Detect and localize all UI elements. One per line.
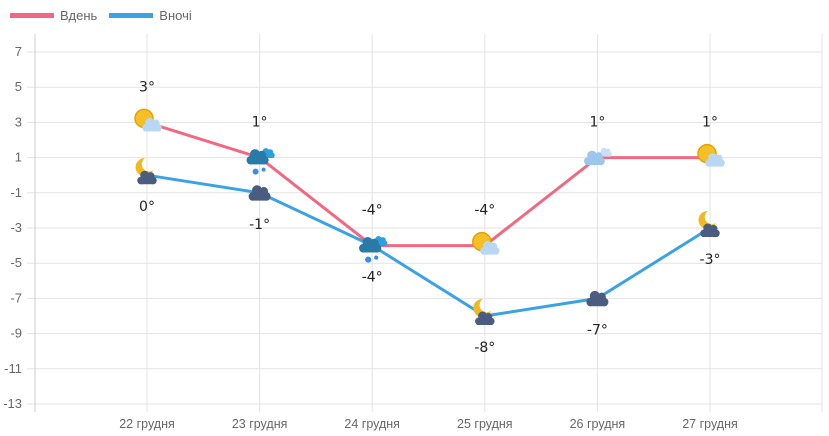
legend-item-night[interactable]: Вночі xyxy=(109,8,192,23)
cloud-part xyxy=(257,150,267,160)
data-label: 3° xyxy=(139,79,155,95)
data-label: -1° xyxy=(249,217,270,233)
snow-cloud-icon xyxy=(359,236,388,263)
cloud-part xyxy=(605,148,611,154)
x-tick-label: 25 грудня xyxy=(457,417,513,431)
y-tick-label: -7 xyxy=(10,290,22,305)
sun-cloud-icon xyxy=(697,143,725,167)
cloud-part xyxy=(247,158,268,165)
cloud-part xyxy=(267,149,274,155)
cloud-part xyxy=(587,150,597,161)
series-line-night xyxy=(146,173,711,318)
moon xyxy=(698,210,716,229)
data-label: -4° xyxy=(362,203,383,219)
y-tick-label: -3 xyxy=(10,220,22,235)
y-tick-label: -1 xyxy=(10,185,22,200)
legend-item-day[interactable]: Вдень xyxy=(10,8,97,23)
snowflake xyxy=(252,168,259,175)
snowflake xyxy=(365,256,372,263)
cloud-part xyxy=(594,152,603,161)
data-label: -3° xyxy=(700,252,721,268)
legend-swatch-night xyxy=(109,13,154,18)
y-tick-label: 5 xyxy=(15,79,22,94)
cloud-part xyxy=(484,313,493,321)
sun-cloud-icon xyxy=(134,108,162,132)
snowflake xyxy=(374,255,379,260)
y-tick-label: -5 xyxy=(10,255,22,270)
snow-cloud-icon xyxy=(246,148,275,175)
data-label: -4° xyxy=(362,270,383,286)
cloud-part xyxy=(600,147,607,154)
cloud-part xyxy=(584,159,604,165)
data-label: 0° xyxy=(139,199,155,215)
data-label: -7° xyxy=(587,322,608,338)
cloud-part xyxy=(489,242,498,251)
cloud-part xyxy=(708,153,718,163)
legend-label-night: Вночі xyxy=(159,8,192,23)
moon xyxy=(135,158,153,177)
cloud-part xyxy=(362,237,373,248)
cloud-part xyxy=(703,223,713,233)
x-tick-label: 26 грудня xyxy=(570,417,626,431)
sun-cloud-icon xyxy=(472,231,500,255)
cloud-part xyxy=(597,292,606,302)
legend-label-day: Вдень xyxy=(60,8,98,23)
cloud-part xyxy=(249,194,270,201)
moon xyxy=(473,298,491,317)
y-tick-label: -13 xyxy=(3,396,22,411)
cloud-part xyxy=(145,117,155,127)
cloud-part xyxy=(483,241,493,251)
data-label: -4° xyxy=(474,203,495,219)
cloud-part xyxy=(589,290,600,302)
cloud-part xyxy=(143,126,161,132)
moon-cloud-icon xyxy=(135,158,157,185)
series-line-day xyxy=(146,120,710,248)
data-label: -8° xyxy=(474,340,495,356)
cloud-part xyxy=(475,319,494,325)
cloud-part xyxy=(480,249,499,255)
cloud-part xyxy=(138,178,156,185)
data-label: 1° xyxy=(589,115,605,131)
y-tick-label: 3 xyxy=(15,114,22,129)
cloud-part xyxy=(706,161,724,167)
cloud-part xyxy=(715,154,723,163)
cloud-part xyxy=(599,153,612,157)
snowflake xyxy=(261,167,266,172)
y-tick-label: -9 xyxy=(10,326,22,341)
cloud-light-icon xyxy=(584,147,612,165)
y-tick-label: 7 xyxy=(15,44,22,59)
x-tick-label: 22 грудня xyxy=(119,417,175,431)
data-label: 1° xyxy=(252,115,268,131)
cloud-part xyxy=(251,185,263,196)
cloud-part xyxy=(478,311,488,321)
cloud-part xyxy=(587,300,608,307)
cloud-part xyxy=(370,238,379,248)
x-tick-label: 27 грудня xyxy=(682,417,738,431)
moon-cloud-icon xyxy=(698,210,720,237)
legend: Вдень Вночі xyxy=(10,8,204,23)
legend-swatch-day xyxy=(10,13,54,18)
x-tick-label: 24 грудня xyxy=(344,417,400,431)
y-tick-label: 1 xyxy=(15,150,22,165)
cloud-part xyxy=(380,237,386,243)
dark-cloud-icon xyxy=(248,185,271,201)
cloud-part xyxy=(152,119,160,127)
cloud-part xyxy=(140,170,150,180)
x-tick-label: 23 грудня xyxy=(232,417,288,431)
data-label: 1° xyxy=(702,115,718,131)
cloud-part xyxy=(259,187,269,196)
cloud-part xyxy=(360,246,381,253)
y-tick-label: -11 xyxy=(4,361,22,376)
cloud-part xyxy=(249,149,261,160)
cloud-part xyxy=(147,172,155,180)
cloud-part xyxy=(701,231,719,237)
dark-cloud-icon xyxy=(586,290,609,307)
cloud-part xyxy=(710,225,718,233)
moon-cloud-icon xyxy=(473,298,495,325)
